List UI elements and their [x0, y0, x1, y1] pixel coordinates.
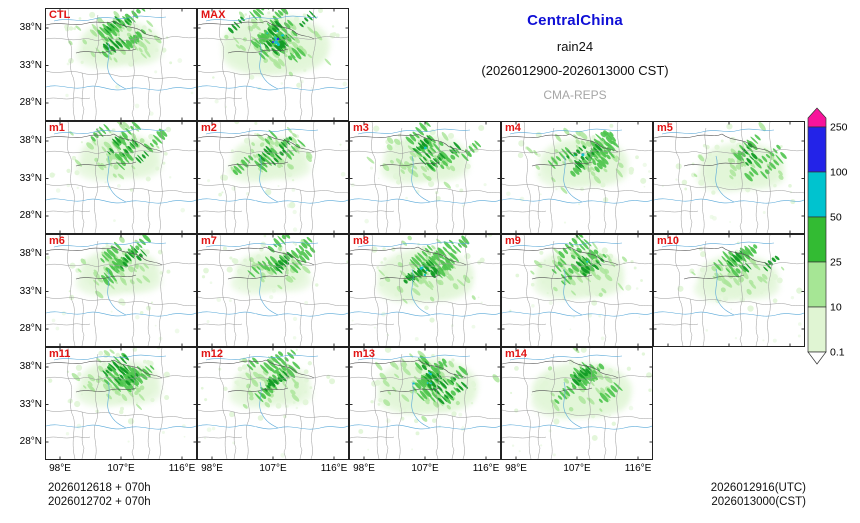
title-block: CentralChina rain24 (2026012900-20260130…	[430, 12, 720, 102]
footer-init-times: 2026012618 + 070h 2026012702 + 070h	[48, 481, 151, 509]
panel-label: m12	[201, 348, 224, 360]
map-panel-m5: m5	[653, 121, 805, 234]
lon-label: 116°E	[320, 463, 348, 474]
lon-label: 116°E	[624, 463, 652, 474]
map-panel-m4: m4	[501, 121, 653, 234]
map-svg	[502, 122, 652, 233]
lat-label: 33°N	[19, 59, 42, 71]
lat-label: 38°N	[19, 135, 42, 146]
footer-init-line-1: 2026012618 + 070h	[48, 482, 151, 494]
lat-label: 28°N	[19, 323, 42, 334]
map-panel-m11: m11	[45, 347, 197, 460]
panel-label: m5	[657, 122, 673, 134]
map-panel-m1: m1	[45, 121, 197, 234]
map-panel-m12: m12	[197, 347, 349, 460]
footer-valid-cst: 2026013000(CST)	[711, 496, 806, 508]
map-svg	[198, 235, 348, 346]
map-svg	[198, 9, 348, 120]
map-panel-m13: m13	[349, 347, 501, 460]
panel-label: m9	[505, 235, 521, 247]
title-region: CentralChina	[527, 12, 623, 29]
map-svg	[350, 348, 500, 459]
lat-label: 38°N	[19, 361, 42, 372]
map-svg	[198, 122, 348, 233]
lon-label: 98°E	[201, 463, 223, 474]
colorbar: 250 100 50 25 10 0.1	[807, 107, 848, 365]
lat-label: 33°N	[19, 172, 42, 184]
lon-label: 107°E	[259, 463, 287, 474]
lat-label: 28°N	[19, 436, 42, 447]
panel-label: m11	[49, 348, 71, 360]
footer-valid-times: 2026012916(UTC) 2026013000(CST)	[620, 481, 806, 509]
map-panel-m14: m14	[501, 347, 653, 460]
map-svg	[46, 348, 196, 459]
lat-label: 28°N	[19, 97, 42, 108]
lon-label: 107°E	[563, 463, 591, 474]
map-svg	[46, 235, 196, 346]
panel-label: m3	[353, 122, 369, 134]
lat-label: 33°N	[19, 285, 42, 297]
map-panel-m10: m10	[653, 234, 805, 347]
panel-label: m2	[201, 122, 217, 134]
map-panel-m9: m9	[501, 234, 653, 347]
colorbar-label: 100	[830, 167, 848, 179]
map-panel-CTL: CTL	[45, 8, 197, 121]
colorbar-label: 50	[830, 212, 842, 224]
panel-label: m7	[201, 235, 217, 247]
panel-label: m13	[353, 348, 376, 360]
footer-valid-utc: 2026012916(UTC)	[710, 482, 806, 494]
map-panel-MAX: MAX	[197, 8, 349, 121]
panel-label: m14	[505, 348, 528, 360]
lon-label: 116°E	[168, 463, 196, 474]
map-svg	[350, 235, 500, 346]
lon-label: 116°E	[472, 463, 500, 474]
lat-label: 28°N	[19, 210, 42, 221]
panel-label: m4	[505, 122, 521, 134]
map-panel-m2: m2	[197, 121, 349, 234]
map-svg	[350, 122, 500, 233]
map-svg	[654, 235, 804, 346]
footer-init-line-2: 2026012702 + 070h	[48, 496, 151, 508]
lat-label: 38°N	[19, 248, 42, 259]
map-panel-m3: m3	[349, 121, 501, 234]
title-variable: rain24	[556, 39, 594, 54]
lon-label: 98°E	[49, 463, 71, 474]
title-period: (2026012900-2026013000 CST)	[481, 63, 669, 78]
map-svg	[198, 348, 348, 459]
lat-label: 38°N	[19, 22, 42, 33]
panel-label: CTL	[49, 9, 71, 21]
panel-label: m10	[657, 235, 680, 247]
lon-label: 107°E	[107, 463, 135, 474]
panel-label: m1	[49, 122, 65, 134]
colorbar-label: 250	[830, 122, 848, 134]
map-svg	[502, 348, 652, 459]
lon-label: 98°E	[353, 463, 375, 474]
map-panel-m8: m8	[349, 234, 501, 347]
lon-label: 98°E	[505, 463, 527, 474]
colorbar-label: 10	[830, 302, 842, 314]
title-model: CMA-REPS	[543, 88, 607, 102]
panel-label: MAX	[201, 9, 226, 21]
map-svg	[46, 9, 196, 120]
colorbar-label: 25	[830, 257, 842, 269]
lat-label: 33°N	[19, 398, 42, 410]
lon-label: 107°E	[411, 463, 439, 474]
map-svg	[654, 122, 804, 233]
map-panel-m6: m6	[45, 234, 197, 347]
colorbar-label: 0.1	[830, 347, 845, 359]
map-svg	[502, 235, 652, 346]
map-panel-m7: m7	[197, 234, 349, 347]
map-svg	[46, 122, 196, 233]
panel-label: m8	[353, 235, 369, 247]
panel-label: m6	[49, 235, 65, 247]
